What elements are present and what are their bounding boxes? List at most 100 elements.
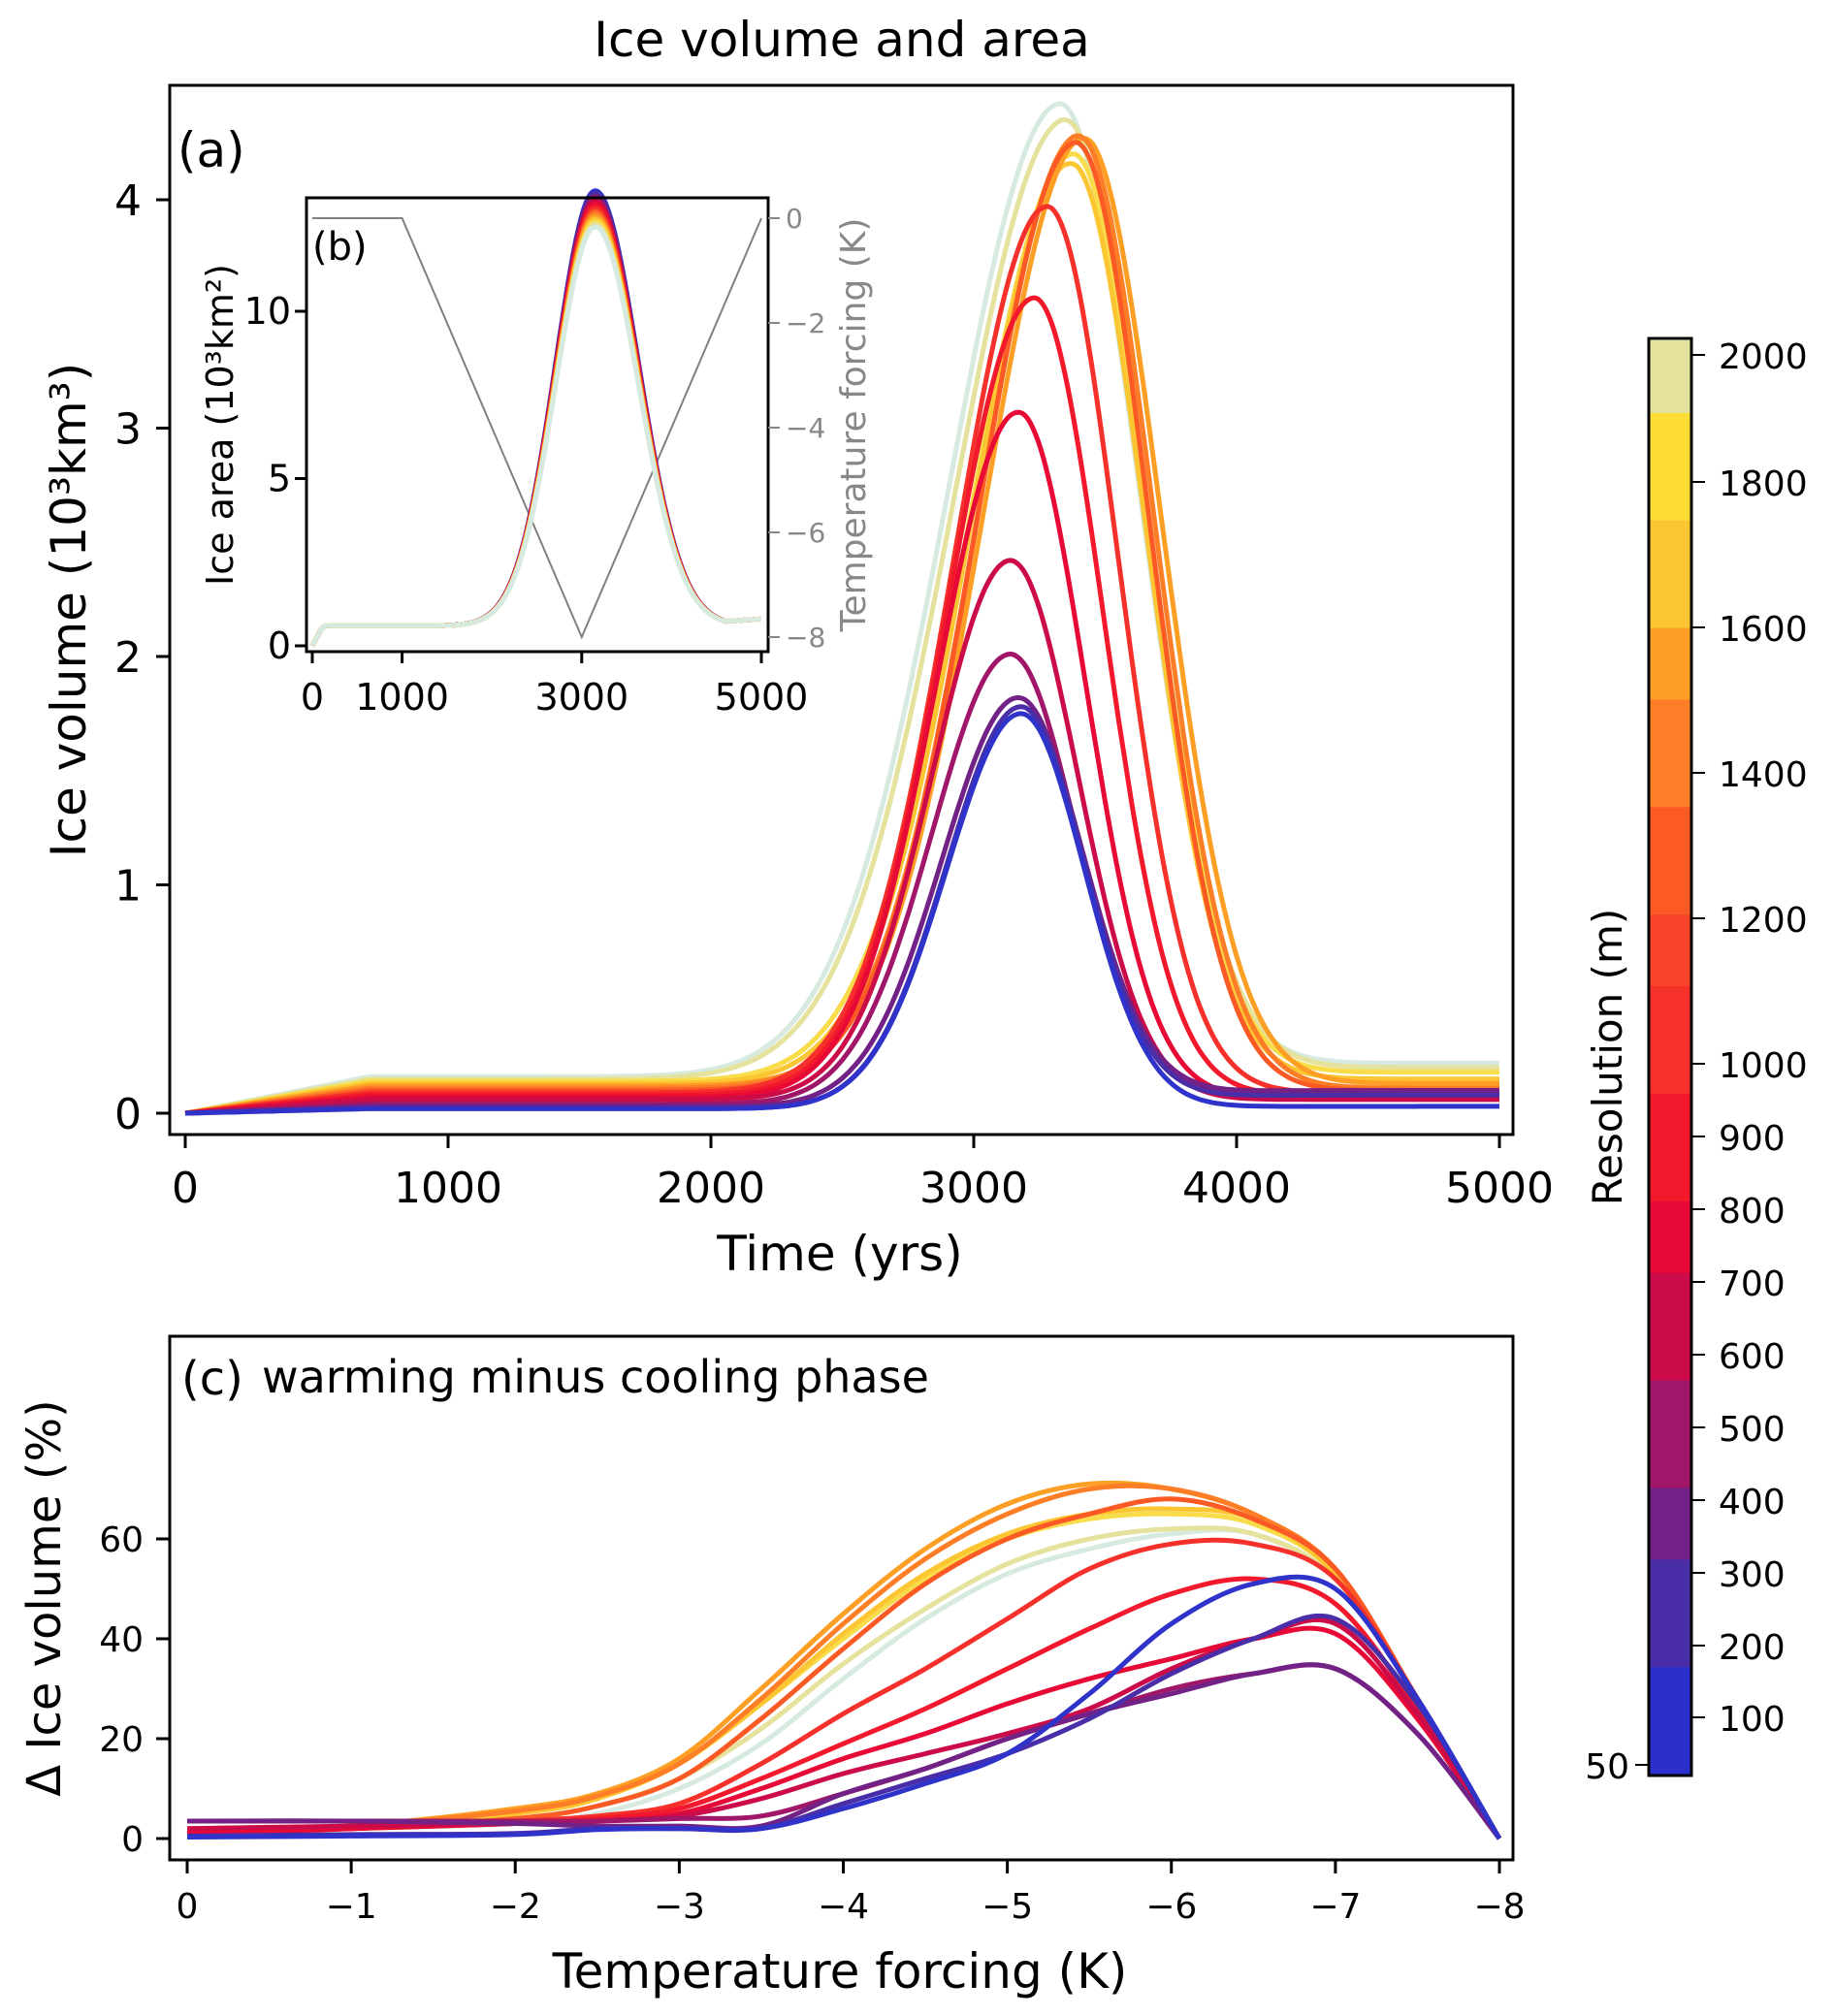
colorbar-tick-label: 200 <box>1719 1628 1786 1668</box>
colorbar-tick-label: 800 <box>1719 1192 1786 1232</box>
colorbar-swatch <box>1650 1666 1690 1704</box>
panel-c-ytick-label: 40 <box>99 1620 144 1660</box>
panel-c-xtick-label: −4 <box>818 1887 869 1927</box>
colorbar-swatch <box>1650 842 1690 880</box>
panel-c-label: (c) <box>181 1352 243 1406</box>
panel-b-ytick-label: 5 <box>268 458 291 500</box>
colorbar-tick-label: 2000 <box>1719 337 1808 377</box>
panel-a-ytick-label: 4 <box>114 176 142 226</box>
panel-a-x-ticks: 0 1000 2000 3000 4000 5000 <box>172 1135 1554 1213</box>
colorbar-swatches <box>1650 340 1690 1775</box>
panel-b-ylabel: Ice area (10³km²) <box>199 264 241 586</box>
colorbar-swatch <box>1650 985 1690 1023</box>
panel-c-delta-ice-volume: 0 −1 −2 −3 −4 −5 −6 −7 −8 0 20 40 60 (c) warming mi… <box>17 1334 1526 2000</box>
colorbar-tick-label: 700 <box>1719 1264 1786 1304</box>
panel-b-y2tick-label: −6 <box>786 517 825 549</box>
panel-b-series-group <box>309 188 762 648</box>
colorbar-swatch <box>1650 662 1690 700</box>
colorbar-tick-label: 1400 <box>1719 755 1808 795</box>
panel-c-series-900m <box>186 1496 1502 1840</box>
panel-b-forcing-line <box>312 217 762 640</box>
colorbar-swatch <box>1650 1021 1690 1058</box>
panel-b-background <box>306 198 768 652</box>
colorbar-swatch <box>1650 1164 1690 1201</box>
panel-a-frame <box>168 83 1515 1136</box>
panel-c-ytick-label: 0 <box>121 1820 144 1860</box>
panel-a-xtick-label: 4000 <box>1182 1164 1291 1213</box>
colorbar-tick-label: 1000 <box>1719 1046 1808 1086</box>
panel-b-ytick-label: 0 <box>268 624 291 667</box>
colorbar-swatch <box>1650 375 1690 413</box>
panel-c-y-ticks: 0 20 40 60 <box>99 1520 170 1860</box>
panel-c-series-200m <box>186 1662 1501 1840</box>
panel-b-y2tick-label: −4 <box>786 412 825 444</box>
colorbar-swatch <box>1650 555 1690 592</box>
panel-a-ytick-label: 0 <box>114 1090 142 1139</box>
panel-a-xtick-label: 1000 <box>394 1164 502 1213</box>
colorbar-swatch <box>1650 1343 1690 1381</box>
colorbar-swatch <box>1650 1487 1690 1524</box>
panel-c-ytick-label: 20 <box>99 1720 144 1760</box>
colorbar-tick-label: 100 <box>1719 1700 1786 1740</box>
colorbar-swatch <box>1650 591 1690 628</box>
colorbar-tick-label: 400 <box>1719 1483 1786 1522</box>
panel-b-frame <box>305 196 770 654</box>
panel-c-series-50m <box>186 1574 1502 1840</box>
colorbar-tick-label: 900 <box>1719 1119 1786 1159</box>
panel-c-xtick-label: −5 <box>982 1887 1033 1927</box>
panel-b-y2tick-label: 0 <box>786 203 803 235</box>
colorbar-ticks: 50 100 200 300 400 500 600 700 800 900 1000 1200 140… <box>1585 337 1807 1787</box>
colorbar-swatch <box>1650 1738 1690 1775</box>
panel-c-x-ticks: 0 −1 −2 −3 −4 −5 −6 −7 −8 <box>177 1860 1526 1927</box>
panel-c-xtick-label: −7 <box>1309 1887 1361 1927</box>
colorbar-swatch <box>1650 1594 1690 1632</box>
colorbar-swatch <box>1650 1307 1690 1345</box>
panel-c-ylabel: Δ Ice volume (%) <box>17 1399 72 1797</box>
panel-c-xtick-label: −3 <box>654 1887 705 1927</box>
panel-c-ytick-label: 60 <box>99 1520 144 1560</box>
figure-title: Ice volume and area <box>594 12 1089 68</box>
panel-b-ytick-label: 10 <box>244 290 291 333</box>
colorbar-swatch <box>1650 1379 1690 1417</box>
colorbar-swatch <box>1650 1128 1690 1166</box>
colorbar-swatch <box>1650 698 1690 736</box>
colorbar-tick-label: 1600 <box>1719 610 1808 650</box>
colorbar-swatch <box>1650 1522 1690 1560</box>
colorbar-swatch <box>1650 1057 1690 1094</box>
panel-a-series-400m <box>184 558 1499 1116</box>
colorbar-swatch <box>1650 1630 1690 1668</box>
colorbar-swatch <box>1650 878 1690 915</box>
panel-c-series-1400m <box>186 1506 1502 1840</box>
colorbar-swatch <box>1650 411 1690 449</box>
panel-a-xtick-label: 2000 <box>657 1164 765 1213</box>
panel-a-xtick-label: 0 <box>172 1164 199 1213</box>
colorbar-swatch <box>1650 340 1690 377</box>
colorbar-swatch <box>1650 770 1690 808</box>
colorbar-swatch <box>1650 626 1690 664</box>
colorbar-tick-label: 300 <box>1719 1555 1786 1595</box>
panel-c-series-300m <box>187 1662 1501 1840</box>
panel-c-xtick-label: −8 <box>1473 1887 1525 1927</box>
panel-c-xtick-label: −2 <box>490 1887 541 1927</box>
panel-a-ytick-label: 2 <box>114 633 142 683</box>
panel-a-label: (a) <box>177 122 245 178</box>
colorbar-swatch <box>1650 1271 1690 1309</box>
panel-a-ytick-label: 1 <box>114 862 142 912</box>
colorbar-swatch <box>1650 1235 1690 1273</box>
panel-a-ylabel: Ice volume (10³km³) <box>41 363 97 857</box>
panel-b-series-2000m <box>309 224 762 648</box>
panel-a-y-ticks: 0 1 2 3 4 <box>114 176 170 1139</box>
colorbar-swatch <box>1650 1558 1690 1596</box>
colorbar-swatch <box>1650 913 1690 951</box>
panel-c-series-1200m <box>186 1480 1502 1840</box>
colorbar-tick-label: 1200 <box>1719 901 1808 941</box>
panel-c-frame <box>168 1334 1515 1862</box>
colorbar-swatch <box>1650 1451 1690 1488</box>
colorbar-swatch <box>1650 949 1690 987</box>
colorbar-swatch <box>1650 1415 1690 1453</box>
panel-b-xtick-label: 3000 <box>534 676 628 719</box>
panel-b-label: (b) <box>312 225 368 270</box>
panel-c-annotation: warming minus cooling phase <box>262 1351 929 1403</box>
